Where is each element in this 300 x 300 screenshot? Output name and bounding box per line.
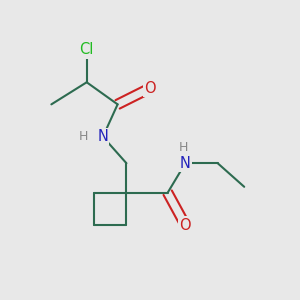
Text: H: H — [79, 130, 88, 143]
Text: O: O — [144, 81, 156, 96]
Text: O: O — [179, 218, 191, 232]
Text: N: N — [98, 129, 108, 144]
Text: Cl: Cl — [80, 42, 94, 57]
Text: N: N — [180, 156, 191, 171]
Text: H: H — [178, 141, 188, 154]
